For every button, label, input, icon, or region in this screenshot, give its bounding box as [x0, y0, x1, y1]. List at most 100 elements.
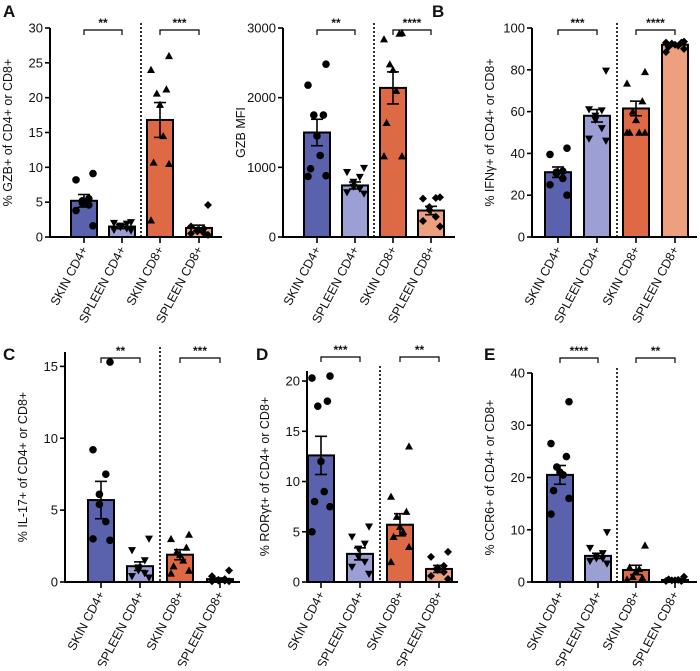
data-point-circle — [549, 486, 558, 495]
data-point-circle — [304, 172, 312, 181]
data-point-circle — [89, 169, 97, 178]
data-point-up — [165, 51, 173, 60]
significance-label: ** — [651, 344, 661, 358]
y-tick-label: 10 — [29, 160, 43, 175]
y-tick-label: 5 — [51, 503, 58, 518]
y-axis-title: GZB MFI — [234, 107, 248, 158]
data-point-circle — [322, 171, 330, 180]
y-tick-label: 30 — [511, 418, 525, 433]
data-point-down — [348, 533, 356, 541]
data-point-up — [398, 152, 406, 160]
y-tick-label: 20 — [29, 90, 43, 105]
data-point-circle — [102, 517, 110, 526]
data-point-down — [343, 189, 351, 197]
y-tick-label: 10 — [511, 522, 525, 537]
data-point-circle — [320, 487, 329, 496]
data-point-up — [623, 128, 631, 136]
data-point-down — [140, 570, 149, 578]
chart-panel-6: E 0 10 20 30 40 % CCR6+ of CD4+ or CD8+ SKIN CD… — [483, 344, 697, 671]
panel-label: C — [3, 345, 15, 364]
significance-bracket — [320, 356, 361, 362]
significance-label: **** — [403, 16, 422, 30]
data-point-circle — [559, 174, 567, 183]
x-tick-label: SKIN CD4+ — [285, 589, 328, 653]
data-point-circle — [95, 490, 104, 499]
chart-panel-4: C 0 5 10 15 % IL-17+ of CD4+ or CD8+ SKIN CD4+… — [3, 344, 240, 671]
significance-bracket — [399, 356, 440, 362]
y-tick-label: 1000 — [247, 160, 276, 175]
data-point-down — [602, 67, 610, 75]
y-tick-label: 15 — [286, 424, 300, 439]
data-point-down — [365, 523, 373, 531]
data-point-down — [348, 563, 356, 571]
data-point-circle — [552, 169, 561, 178]
data-point-down — [360, 540, 369, 548]
data-point-down — [140, 557, 149, 565]
data-point-circle — [106, 536, 114, 545]
panel-label: B — [432, 2, 444, 21]
significance-bracket — [635, 29, 676, 35]
data-point-circle — [326, 502, 334, 511]
y-tick-label: 20 — [511, 188, 525, 203]
data-point-up — [147, 65, 155, 73]
y-tick-label: 15 — [44, 359, 58, 374]
data-point-down — [127, 227, 135, 235]
data-point-up — [380, 35, 388, 43]
y-tick-label: 15 — [29, 125, 43, 140]
data-point-circle — [310, 111, 318, 119]
y-tick-label: 40 — [511, 146, 525, 161]
significance-label: ** — [116, 344, 126, 358]
data-point-circle — [323, 397, 332, 405]
data-point-up — [167, 569, 175, 577]
data-point-up — [399, 527, 408, 535]
data-point-circle — [546, 180, 554, 189]
data-point-up — [165, 159, 173, 168]
data-point-up — [147, 216, 155, 224]
data-point-circle — [308, 527, 316, 536]
significance-bracket — [557, 29, 598, 35]
x-tick-label: SKIN CD4+ — [524, 589, 567, 653]
data-point-down — [145, 535, 153, 543]
data-point-up — [625, 563, 634, 571]
y-axis-title: % CCR6+ of CD4+ or CD8+ — [483, 400, 497, 556]
data-point-circle — [304, 81, 312, 89]
y-tick-label: 0 — [51, 575, 58, 590]
data-point-circle — [89, 445, 97, 454]
data-point-down — [597, 125, 606, 133]
data-point-up — [628, 107, 637, 115]
data-point-circle — [319, 111, 328, 119]
data-point-up — [405, 442, 413, 450]
data-point-circle — [559, 167, 567, 175]
significance-label: ** — [98, 16, 108, 30]
data-point-circle — [546, 150, 554, 159]
data-point-down — [585, 135, 593, 143]
data-point-down — [343, 169, 351, 177]
data-point-down — [602, 137, 610, 145]
data-point-diamond — [204, 200, 212, 209]
y-tick-label: 0 — [518, 230, 525, 245]
data-point-down — [355, 173, 364, 182]
y-tick-label: 25 — [29, 55, 43, 70]
data-point-up — [628, 572, 637, 580]
data-point-circle — [314, 402, 322, 410]
y-tick-label: 60 — [511, 104, 525, 119]
data-point-circle — [310, 497, 319, 506]
x-tick-label: SKIN CD8+ — [357, 244, 400, 308]
data-point-circle — [308, 374, 316, 382]
x-tick-label: SKIN CD8+ — [600, 244, 643, 308]
data-point-up — [641, 128, 649, 136]
data-point-up — [385, 60, 394, 68]
chart-panel-5: D 0 5 10 15 20 % RORγt+ of CD4+ or CD8+ SKIN CD… — [256, 343, 458, 671]
data-point-up — [632, 115, 640, 124]
x-tick-label: SKIN CD8+ — [124, 244, 167, 308]
y-axis-title: % GZB+ of CD4+ or CD8+ — [1, 59, 15, 207]
data-point-down — [597, 107, 606, 115]
data-point-circle — [316, 151, 325, 160]
data-point-circle — [102, 470, 110, 478]
chart-panel-3: B 0 20 40 60 80 100 % IFNγ+ of CD4+ or CD8+ SKIN… — [432, 2, 697, 326]
data-point-up — [380, 152, 388, 160]
data-point-circle — [563, 144, 571, 152]
data-point-up — [395, 29, 404, 37]
significance-bracket — [100, 357, 141, 363]
